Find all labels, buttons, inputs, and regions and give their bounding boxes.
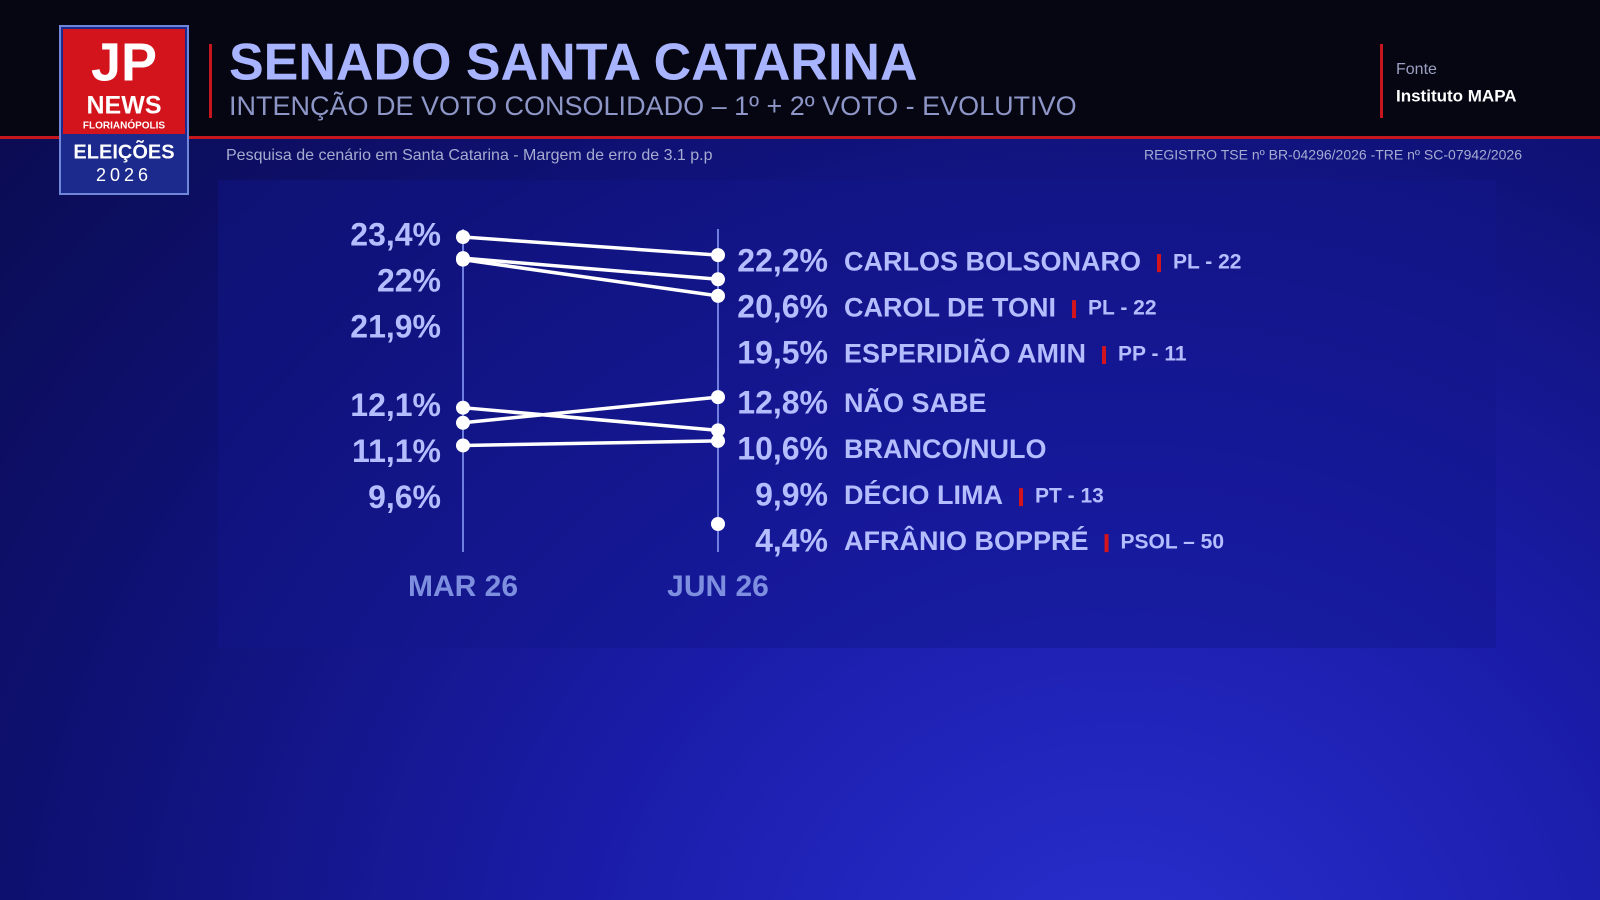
party-label: PSOL – 50 bbox=[1121, 531, 1225, 554]
party-label: PL - 22 bbox=[1088, 297, 1156, 320]
value-label: 20,6% bbox=[737, 289, 828, 325]
title: SENADO SANTA CATARINA bbox=[229, 34, 918, 92]
value-label: 21,9% bbox=[350, 308, 441, 344]
value-label: 19,5% bbox=[737, 335, 828, 371]
source: Instituto MAPA bbox=[1396, 86, 1517, 105]
point bbox=[711, 517, 725, 531]
slope-line bbox=[462, 439, 719, 448]
point bbox=[711, 272, 725, 287]
legend-label: ESPERIDIÃO AMIN bbox=[844, 337, 1086, 368]
logo-red bbox=[63, 29, 185, 134]
slope-line bbox=[462, 256, 719, 282]
slope-line bbox=[462, 257, 719, 298]
survey-note: Pesquisa de cenário em Santa Catarina - … bbox=[226, 147, 713, 164]
value-label: 10,6% bbox=[737, 431, 828, 467]
value-label: 9,6% bbox=[368, 479, 441, 515]
party-separator bbox=[1104, 534, 1109, 553]
legend-label: CAROL DE TONI bbox=[844, 292, 1056, 322]
legend-label: AFRÂNIO BOPPRÉ bbox=[844, 525, 1089, 556]
point bbox=[456, 230, 470, 244]
logo-brand: NEWS bbox=[87, 92, 162, 120]
party-label: PP - 11 bbox=[1118, 343, 1187, 366]
value-label: 11,1% bbox=[352, 433, 441, 469]
x-tick-label: JUN 26 bbox=[667, 570, 769, 603]
slope-line bbox=[462, 235, 719, 257]
party-label: PL - 22 bbox=[1173, 251, 1241, 274]
point bbox=[711, 248, 725, 263]
header-band bbox=[0, 0, 1600, 138]
value-label: 23,4% bbox=[350, 216, 441, 252]
value-label: 22% bbox=[377, 262, 441, 298]
point bbox=[711, 390, 725, 405]
x-tick-label: MAR 26 bbox=[408, 570, 518, 603]
subtitle: INTENÇÃO DE VOTO CONSOLIDADO – 1º + 2º V… bbox=[229, 90, 1077, 121]
point bbox=[456, 252, 470, 267]
source-label: Fonte bbox=[1396, 61, 1437, 78]
chart-panel bbox=[218, 180, 1496, 648]
legend-label: CARLOS BOLSONARO bbox=[844, 246, 1141, 276]
party-label: PT - 13 bbox=[1035, 485, 1104, 508]
source-bar bbox=[1380, 44, 1383, 118]
party-separator bbox=[1102, 346, 1107, 365]
value-label: 12,8% bbox=[737, 385, 828, 421]
party-separator bbox=[1019, 488, 1023, 507]
title-bar bbox=[209, 44, 212, 118]
logo-mark: JP bbox=[91, 32, 157, 92]
registry: REGISTRO TSE nº BR-04296/2026 -TRE nº SC… bbox=[1144, 147, 1522, 163]
party-separator bbox=[1157, 254, 1161, 273]
logo-city: FLORIANÓPOLIS bbox=[83, 119, 166, 132]
point bbox=[456, 415, 470, 430]
value-label: 22,2% bbox=[737, 243, 828, 279]
legend-label: BRANCO/NULO bbox=[844, 434, 1047, 464]
point bbox=[456, 438, 470, 453]
logo-year: 2026 bbox=[96, 165, 152, 185]
value-label: 4,4% bbox=[755, 523, 828, 559]
point bbox=[711, 288, 725, 303]
value-label: 9,9% bbox=[755, 477, 828, 513]
logo-event: ELEIÇÕES bbox=[73, 139, 174, 163]
legend-label: DÉCIO LIMA bbox=[844, 479, 1003, 510]
party-separator bbox=[1072, 300, 1077, 319]
header-rule bbox=[0, 136, 1600, 139]
point bbox=[711, 423, 725, 438]
value-label: 12,1% bbox=[350, 387, 441, 423]
slope-line bbox=[462, 395, 719, 425]
slope-line bbox=[462, 405, 719, 433]
legend-label: NÃO SABE bbox=[844, 387, 987, 418]
point bbox=[711, 433, 725, 448]
point bbox=[456, 400, 470, 415]
